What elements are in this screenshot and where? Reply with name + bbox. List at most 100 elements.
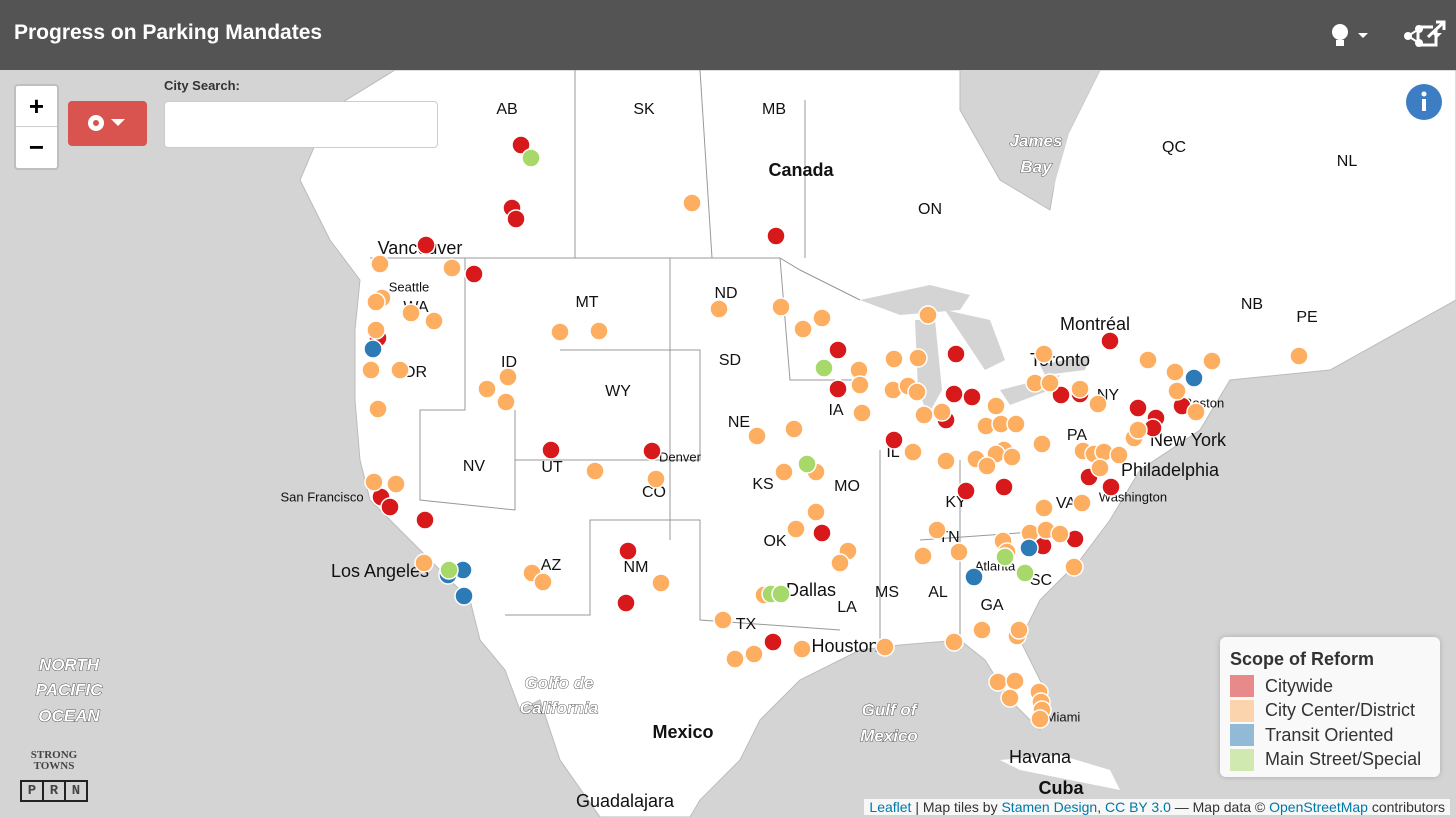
reform-marker[interactable]	[814, 358, 834, 378]
reform-marker[interactable]	[1064, 557, 1084, 577]
reform-marker[interactable]	[364, 472, 384, 492]
map[interactable]: ABSKMBCanadaJamesBayQCNLONVancouverSeatt…	[0, 70, 1456, 817]
reform-marker[interactable]	[1128, 420, 1148, 440]
reform-marker[interactable]	[903, 442, 923, 462]
reform-marker[interactable]	[828, 379, 848, 399]
reform-marker[interactable]	[496, 392, 516, 412]
link[interactable]: OpenStreetMap	[1269, 799, 1368, 815]
reform-marker[interactable]	[616, 593, 636, 613]
reform-marker[interactable]	[366, 292, 386, 312]
reform-marker[interactable]	[884, 349, 904, 369]
reform-marker[interactable]	[1019, 538, 1039, 558]
reform-marker[interactable]	[812, 523, 832, 543]
reform-marker[interactable]	[927, 520, 947, 540]
reform-marker[interactable]	[725, 649, 745, 669]
idea-button[interactable]	[1332, 24, 1368, 46]
reform-marker[interactable]	[766, 226, 786, 246]
reform-marker[interactable]	[477, 379, 497, 399]
reform-marker[interactable]	[1088, 394, 1108, 414]
reform-marker[interactable]	[946, 344, 966, 364]
reform-marker[interactable]	[585, 461, 605, 481]
reform-marker[interactable]	[618, 541, 638, 561]
reform-marker[interactable]	[1000, 688, 1020, 708]
reform-marker[interactable]	[774, 462, 794, 482]
reform-marker[interactable]	[936, 451, 956, 471]
reform-marker[interactable]	[1100, 331, 1120, 351]
reform-marker[interactable]	[913, 546, 933, 566]
reform-marker[interactable]	[1015, 563, 1035, 583]
reform-marker[interactable]	[1051, 385, 1071, 405]
reform-marker[interactable]	[956, 481, 976, 501]
reform-marker[interactable]	[786, 519, 806, 539]
reform-marker[interactable]	[1034, 344, 1054, 364]
reform-marker[interactable]	[793, 319, 813, 339]
reform-marker[interactable]	[1109, 445, 1129, 465]
reform-marker[interactable]	[442, 258, 462, 278]
reform-marker[interactable]	[1034, 498, 1054, 518]
reform-marker[interactable]	[506, 209, 526, 229]
reform-marker[interactable]	[682, 193, 702, 213]
reform-marker[interactable]	[363, 339, 383, 359]
reform-marker[interactable]	[464, 264, 484, 284]
reform-marker[interactable]	[850, 375, 870, 395]
reform-marker[interactable]	[830, 553, 850, 573]
reform-marker[interactable]	[414, 553, 434, 573]
reform-marker[interactable]	[1289, 346, 1309, 366]
reform-marker[interactable]	[1002, 447, 1022, 467]
reform-marker[interactable]	[995, 547, 1015, 567]
reform-marker[interactable]	[401, 303, 421, 323]
reform-marker[interactable]	[1050, 524, 1070, 544]
reform-marker[interactable]	[1184, 368, 1204, 388]
reform-marker[interactable]	[944, 384, 964, 404]
reform-marker[interactable]	[914, 405, 934, 425]
reform-marker[interactable]	[368, 399, 388, 419]
reform-marker[interactable]	[521, 148, 541, 168]
reform-marker[interactable]	[949, 542, 969, 562]
reform-marker[interactable]	[416, 235, 436, 255]
reform-marker[interactable]	[370, 254, 390, 274]
reform-marker[interactable]	[533, 572, 553, 592]
reform-marker[interactable]	[361, 360, 381, 380]
reform-marker[interactable]	[390, 360, 410, 380]
reform-marker[interactable]	[424, 311, 444, 331]
reform-marker[interactable]	[589, 321, 609, 341]
reform-marker[interactable]	[907, 382, 927, 402]
reform-marker[interactable]	[977, 456, 997, 476]
reform-marker[interactable]	[380, 497, 400, 517]
link[interactable]: CC BY 3.0	[1104, 799, 1171, 815]
reform-marker[interactable]	[1128, 398, 1148, 418]
reform-marker[interactable]	[511, 135, 531, 155]
reform-marker[interactable]	[744, 644, 764, 664]
link[interactable]: Leaflet	[869, 799, 912, 815]
reform-marker[interactable]	[944, 632, 964, 652]
reform-marker[interactable]	[784, 419, 804, 439]
reform-marker[interactable]	[986, 396, 1006, 416]
reform-marker[interactable]	[541, 440, 561, 460]
search-input[interactable]	[164, 101, 438, 148]
open-button[interactable]	[1416, 20, 1446, 47]
reform-marker[interactable]	[828, 340, 848, 360]
reform-marker[interactable]	[747, 426, 767, 446]
reform-marker[interactable]	[806, 502, 826, 522]
reform-marker[interactable]	[1101, 477, 1121, 497]
reform-marker[interactable]	[771, 584, 791, 604]
link[interactable]: Stamen Design	[1001, 799, 1098, 815]
reform-marker[interactable]	[1006, 414, 1026, 434]
reform-marker[interactable]	[1030, 709, 1050, 729]
reform-marker[interactable]	[1040, 373, 1060, 393]
reform-marker[interactable]	[1186, 402, 1206, 422]
reform-marker[interactable]	[1005, 671, 1025, 691]
reform-marker[interactable]	[972, 620, 992, 640]
reform-marker[interactable]	[709, 299, 729, 319]
reform-marker[interactable]	[771, 297, 791, 317]
reform-marker[interactable]	[415, 510, 435, 530]
reform-marker[interactable]	[642, 441, 662, 461]
reform-marker[interactable]	[366, 320, 386, 340]
reform-marker[interactable]	[1072, 493, 1092, 513]
zoom-in[interactable]: +	[16, 86, 57, 127]
reform-marker[interactable]	[439, 560, 459, 580]
reform-marker[interactable]	[988, 672, 1008, 692]
reform-marker[interactable]	[454, 586, 474, 606]
reform-marker[interactable]	[1009, 620, 1029, 640]
reform-marker[interactable]	[498, 367, 518, 387]
